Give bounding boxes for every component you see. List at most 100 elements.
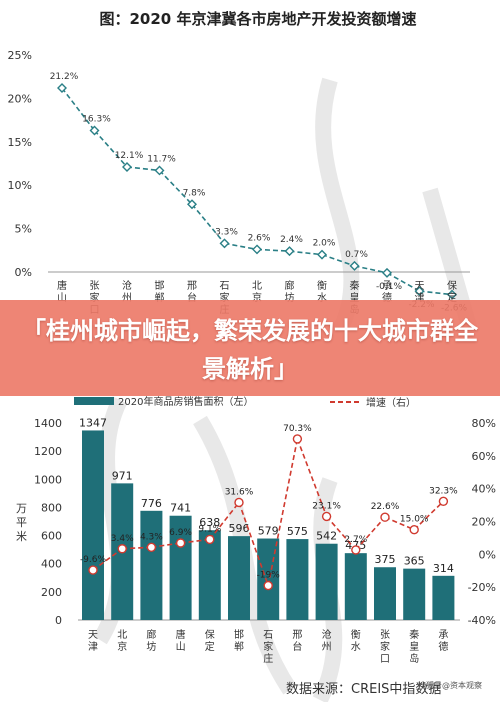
chart1-x-tick: 廊坊	[285, 279, 295, 304]
chart1-x-tick-char: 水	[317, 292, 327, 304]
chart2-bar-label: 776	[141, 497, 162, 510]
chart2-point	[146, 542, 157, 552]
chart2-growth-points	[88, 434, 449, 591]
chart2-growth-label: 3.4%	[111, 534, 134, 544]
chart2-point	[292, 434, 303, 444]
chart2-x-tick: 天津	[88, 630, 98, 653]
chart2-x-tick-char: 京	[117, 640, 127, 653]
chart2-growth-labels: -9.6% 3.4% 4.3% 6.9% 9.1% 31.6% -19% 70.3% 23.1%…	[80, 424, 458, 581]
chart2-left-tick: 400	[41, 558, 62, 571]
chart2-line-segment	[122, 546, 152, 550]
chart2-x-tick-char: 口	[380, 654, 390, 665]
chart1-x-tick: 天津	[415, 281, 425, 304]
chart2-point	[175, 538, 186, 548]
chart2-x-tick: 北京	[117, 629, 127, 653]
chart2-bar	[82, 430, 104, 620]
chart2-bar	[286, 539, 309, 620]
chart2-bar-label: 314	[433, 562, 454, 575]
chart1-x-tick-char: 京	[252, 291, 262, 304]
chart2-bar-label: 741	[170, 502, 191, 515]
chart2-bar	[198, 530, 221, 620]
chart1-x-tick: 承德	[382, 280, 392, 304]
chart1-x-tick-char: 承	[382, 280, 392, 292]
chart1-line-segment	[126, 166, 160, 172]
chart2-point	[438, 496, 449, 507]
chart2-x-tick: 石家庄	[263, 630, 273, 665]
chart1-point	[187, 199, 197, 210]
chart2-x-tick: 衡水	[351, 629, 361, 653]
chart2-x-tick-char: 家	[380, 640, 390, 653]
chart2-line-segment	[238, 502, 269, 586]
chart2-right-tick: 0%	[479, 548, 496, 561]
chart2-x-tick-char: 坊	[146, 640, 156, 653]
chart2-x-tick: 秦皇岛	[409, 628, 419, 665]
chart2-line-segment	[180, 538, 210, 544]
chart2-x-tick-char: 天	[88, 630, 98, 641]
chart2-growth-label: 2.7%	[344, 535, 367, 545]
chart2-left-tick: 0	[55, 614, 62, 627]
chart2-x-tick-char: 衡	[351, 629, 361, 641]
chart1-y-tick: 25%	[8, 49, 32, 62]
chart2-right-tick: -20%	[468, 581, 496, 594]
chart2-bar-label: 638	[199, 516, 220, 529]
chart2-point	[351, 545, 361, 555]
footer-source: 数据来源：CREIS中指数据	[286, 682, 441, 697]
chart2-right-tick: 20%	[472, 516, 496, 529]
chart2-growth-label: 4.3%	[140, 532, 163, 542]
chart2-point	[321, 511, 332, 522]
chart1-point	[219, 238, 230, 249]
chart2-x-tick-char: 台	[292, 640, 302, 653]
chart1-x-tick-char: 秦	[350, 279, 360, 292]
chart2-right-tick: -40%	[468, 614, 496, 627]
chart1-x-tick: 保定	[447, 279, 457, 304]
chart1-data-label: 7.8%	[183, 188, 206, 198]
chart2-growth-label: 22.6%	[371, 502, 400, 512]
chart2-point	[205, 534, 215, 545]
chart2-bar	[140, 510, 163, 620]
chart1-data-label: 3.3%	[215, 227, 238, 237]
chart2-x-tick: 张家口	[380, 629, 390, 665]
chart2-growth-label: 31.6%	[225, 487, 254, 497]
chart2-x-tick-char: 水	[351, 641, 361, 653]
chart1-point	[89, 125, 100, 136]
chart2-left-tick: 1200	[34, 445, 62, 458]
chart2-left-tick: 800	[41, 501, 62, 514]
chart2-x-tick-char: 州	[322, 641, 332, 653]
chart1-point	[154, 165, 165, 176]
chart2-y-label-2: 平	[16, 516, 27, 529]
chart2-growth-label: 9.1%	[198, 524, 221, 534]
headline-banner: 「桂州城市崛起，繁荣发展的十大城市群全景解析」	[0, 300, 500, 396]
chart2-bar	[344, 553, 367, 620]
chart2-left-tick: 1000	[34, 473, 62, 486]
chart1-y-tick: 10%	[8, 179, 32, 192]
chart2-left-tick: 200	[41, 586, 62, 599]
chart1-data-label: 11.7%	[147, 154, 176, 164]
chart2-growth-label: 70.3%	[283, 424, 312, 434]
chart2-y-label-3: 米	[16, 530, 27, 543]
chart2-x-tick-char: 沧	[322, 628, 332, 641]
chart1-line-segment	[321, 253, 355, 267]
chart1-x-tick-char: 廊	[285, 279, 295, 292]
chart1-x-tick-char: 邯	[155, 279, 165, 292]
chart1-x-tick-char: 家	[90, 291, 100, 304]
chart2-legend: 2020年商品房销售面积（左） 增速（右）	[74, 395, 416, 409]
chart2-bar	[432, 575, 455, 620]
chart1-x-tick-char: 唐	[57, 279, 67, 292]
chart2-bar	[228, 536, 250, 620]
chart2-x-tick-char: 皇	[409, 640, 419, 653]
chart2-x-tick-char: 家	[263, 640, 273, 653]
footer-logo: 搜狐号@资本观察	[418, 680, 482, 690]
chart2-point	[234, 497, 244, 508]
chart1-point	[317, 249, 327, 260]
chart2-x-tick: 保定	[205, 628, 215, 653]
chart2-point	[88, 565, 98, 575]
chart1-y-tick: 20%	[8, 92, 32, 105]
chart2-right-tick: 40%	[472, 483, 496, 496]
chart1-series-line	[61, 87, 453, 296]
chart2-point	[263, 580, 273, 591]
chart1-point	[382, 267, 392, 278]
chart2-x-tick: 廊坊	[146, 628, 156, 653]
chart1-x-tick-char: 保	[447, 279, 457, 292]
chart2-right-tick: 60%	[472, 450, 496, 463]
